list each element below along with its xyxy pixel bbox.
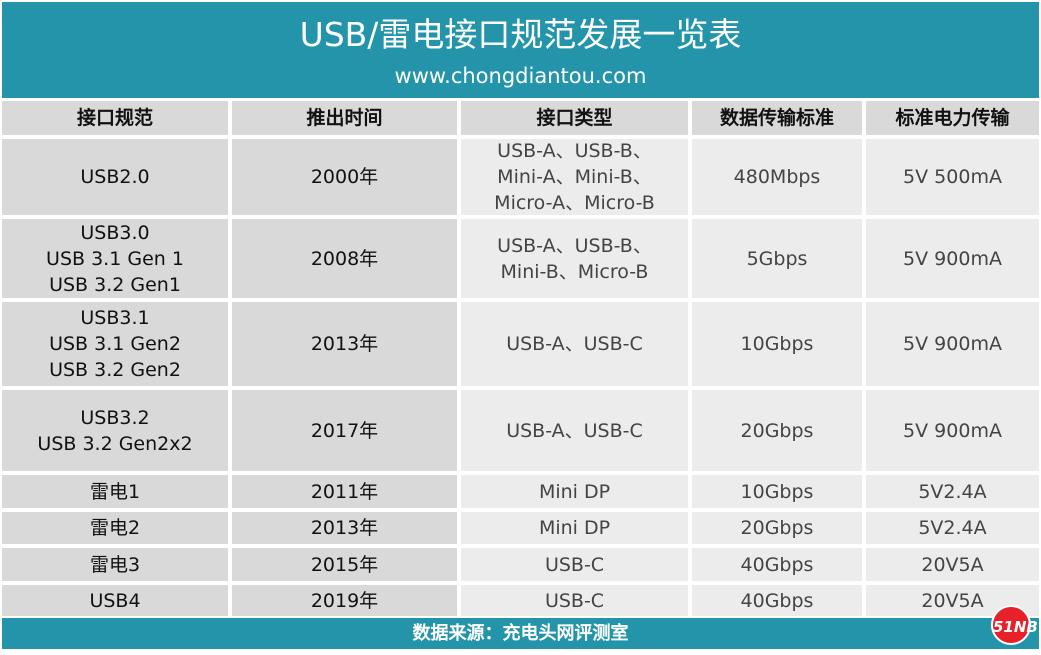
- source-footer: 数据来源：充电头网评测室: [2, 618, 1039, 649]
- table-cell: 2013年: [232, 512, 457, 544]
- table-cell: USB3.2 USB 3.2 Gen2x2: [2, 390, 228, 471]
- table-cell: 2011年: [232, 475, 457, 508]
- table-cell: 雷电2: [2, 512, 228, 544]
- table-cell: 20Gbps: [692, 390, 862, 471]
- table-cell: 5V2.4A: [866, 512, 1039, 544]
- table-cell: USB-A、USB-B、 Mini-B、Micro-B: [461, 219, 688, 298]
- page-title: USB/雷电接口规范发展一览表: [299, 15, 742, 54]
- usb-spec-table: 接口规范 推出时间 接口类型 数据传输标准 标准电力传输 USB2.0 2000年 USB-A…: [2, 101, 1039, 616]
- table-cell: 2008年: [232, 219, 457, 298]
- site-url: www.chongdiantou.com: [394, 64, 647, 88]
- column-header: 接口规范: [2, 101, 228, 135]
- 51nb-logo: 51NB: [991, 605, 1038, 645]
- column-header: 数据传输标准: [692, 101, 862, 135]
- table-cell: 5V 900mA: [866, 302, 1039, 386]
- table-cell: 40Gbps: [692, 548, 862, 581]
- table-cell: 5Gbps: [692, 219, 862, 298]
- column-header: 推出时间: [232, 101, 457, 135]
- table-cell: USB3.0 USB 3.1 Gen 1 USB 3.2 Gen1: [2, 219, 228, 298]
- table-cell: 雷电3: [2, 548, 228, 581]
- table-cell: 2013年: [232, 302, 457, 386]
- title-banner: USB/雷电接口规范发展一览表 www.chongdiantou.com: [2, 2, 1039, 98]
- table-cell: 雷电1: [2, 475, 228, 508]
- table-cell: USB-C: [461, 585, 688, 616]
- table-cell: 10Gbps: [692, 302, 862, 386]
- table-cell: 2019年: [232, 585, 457, 616]
- table-cell: 40Gbps: [692, 585, 862, 616]
- column-header: 接口类型: [461, 101, 688, 135]
- table-cell: 2015年: [232, 548, 457, 581]
- table-cell: 5V 900mA: [866, 219, 1039, 298]
- table-cell: USB-A、USB-B、 Mini-A、Mini-B、 Micro-A、Micr…: [461, 139, 688, 215]
- table-cell: 480Mbps: [692, 139, 862, 215]
- table-cell: USB2.0: [2, 139, 228, 215]
- table-cell: USB4: [2, 585, 228, 616]
- table-cell: Mini DP: [461, 475, 688, 508]
- table-cell: 5V 900mA: [866, 390, 1039, 471]
- table-cell: USB-C: [461, 548, 688, 581]
- column-header: 标准电力传输: [866, 101, 1039, 135]
- table-cell: 5V 500mA: [866, 139, 1039, 215]
- table-cell: USB-A、USB-C: [461, 302, 688, 386]
- table-cell: 20V5A: [866, 548, 1039, 581]
- table-cell: 10Gbps: [692, 475, 862, 508]
- table-cell: 5V2.4A: [866, 475, 1039, 508]
- table-cell: 2017年: [232, 390, 457, 471]
- table-cell: 20Gbps: [692, 512, 862, 544]
- table-cell: USB-A、USB-C: [461, 390, 688, 471]
- table-cell: Mini DP: [461, 512, 688, 544]
- table-cell: 2000年: [232, 139, 457, 215]
- table-cell: 20V5A: [866, 585, 1039, 616]
- table-cell: USB3.1 USB 3.1 Gen2 USB 3.2 Gen2: [2, 302, 228, 386]
